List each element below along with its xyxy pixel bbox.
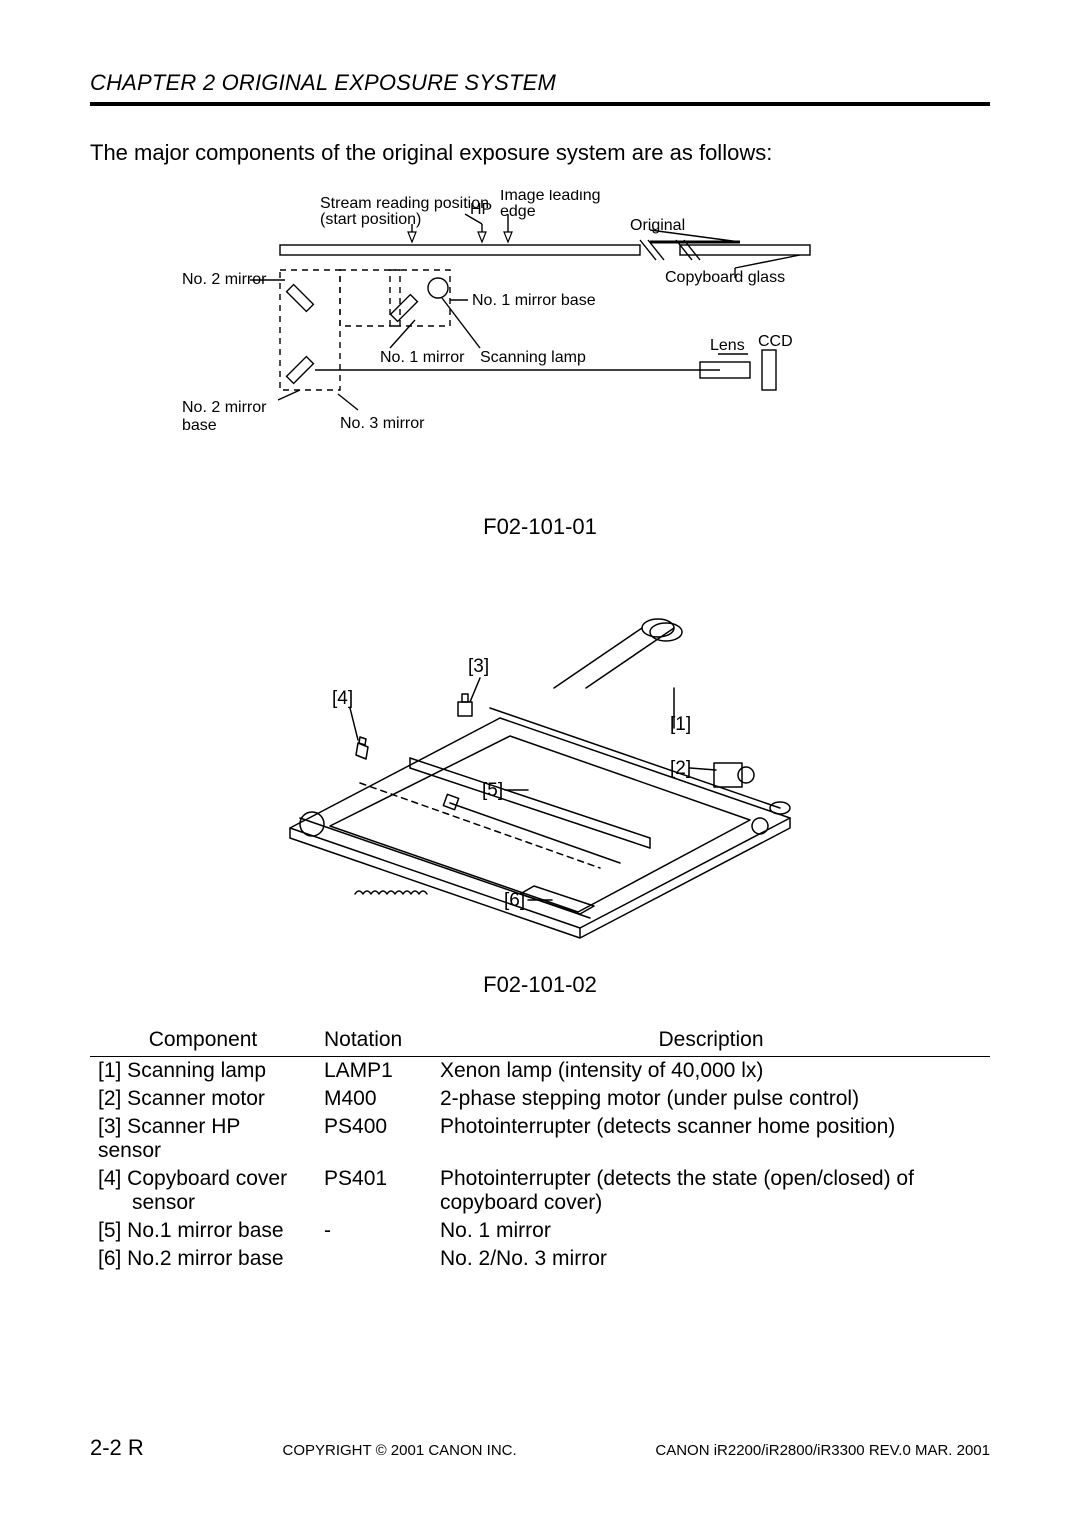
- label-no3-mirror: No. 3 mirror: [340, 415, 425, 432]
- page-number: 2-2 R: [90, 1435, 144, 1461]
- cell-notation: LAMP1: [316, 1057, 432, 1086]
- chapter-header: CHAPTER 2 ORIGINAL EXPOSURE SYSTEM: [90, 70, 990, 102]
- cell-notation: -: [316, 1217, 432, 1245]
- cell-description: No. 1 mirror: [432, 1217, 990, 1245]
- cell-notation: PS401: [316, 1165, 432, 1217]
- table-row: [6] No.2 mirror base No. 2/No. 3 mirror: [90, 1245, 990, 1273]
- figure-2-caption: F02-101-02: [90, 972, 990, 998]
- label-lens: Lens: [710, 337, 745, 354]
- intro-paragraph: The major components of the original exp…: [90, 140, 990, 166]
- marker-5: [5]: [482, 780, 503, 801]
- label-stream-reading-1: Stream reading position: [320, 195, 489, 212]
- cell-description: Xenon lamp (intensity of 40,000 lx): [432, 1057, 990, 1086]
- figure-1-caption: F02-101-01: [90, 514, 990, 540]
- doc-ref: CANON iR2200/iR2800/iR3300 REV.0 MAR. 20…: [655, 1442, 990, 1459]
- col-notation: Notation: [316, 1026, 432, 1057]
- component-table: Component Notation Description [1] Scann…: [90, 1026, 990, 1273]
- cell-notation: [316, 1245, 432, 1273]
- cell-component-main: [4] Copyboard cover: [98, 1167, 287, 1190]
- label-no2-mirror: No. 2 mirror: [182, 271, 267, 288]
- table-row: [2] Scanner motor M400 2-phase stepping …: [90, 1085, 990, 1113]
- cell-notation: M400: [316, 1085, 432, 1113]
- marker-6: [6]: [504, 890, 525, 911]
- header-rule: [90, 102, 990, 106]
- cell-component: [1] Scanning lamp: [90, 1057, 316, 1086]
- label-stream-reading-2: (start position): [320, 211, 421, 228]
- marker-4: [4]: [332, 688, 353, 709]
- cell-description: 2-phase stepping motor (under pulse cont…: [432, 1085, 990, 1113]
- table-row: [5] No.1 mirror base - No. 1 mirror: [90, 1217, 990, 1245]
- cell-notation: PS400: [316, 1113, 432, 1165]
- label-no1-mirror-base: No. 1 mirror base: [472, 292, 596, 309]
- copyright: COPYRIGHT © 2001 CANON INC.: [283, 1442, 517, 1459]
- cell-component: [6] No.2 mirror base: [90, 1245, 316, 1273]
- label-ccd: CCD: [758, 333, 793, 350]
- label-no2-mirror-base-2: base: [182, 417, 217, 434]
- cell-description: No. 2/No. 3 mirror: [432, 1245, 990, 1273]
- cell-description: Photointerrupter (detects scanner home p…: [432, 1113, 990, 1165]
- cell-description: Photointerrupter (detects the state (ope…: [432, 1165, 990, 1217]
- cell-component: [3] Scanner HP sensor: [90, 1113, 316, 1165]
- marker-3: [3]: [468, 656, 489, 677]
- label-copyboard-glass: Copyboard glass: [665, 269, 785, 286]
- figure-1: Stream reading position (start position)…: [90, 190, 990, 490]
- label-scanning-lamp: Scanning lamp: [480, 349, 586, 366]
- label-no1-mirror: No. 1 mirror: [380, 349, 465, 366]
- marker-1: [1]: [670, 714, 691, 735]
- label-image-leading-2: edge: [500, 203, 536, 220]
- table-row: [4] Copyboard cover sensor PS401 Photoin…: [90, 1165, 990, 1217]
- col-description: Description: [432, 1026, 990, 1057]
- table-row: [3] Scanner HP sensor PS400 Photointerru…: [90, 1113, 990, 1165]
- label-original: Original: [630, 217, 685, 234]
- label-hp: HP: [470, 201, 492, 218]
- cell-component-sub: sensor: [98, 1191, 195, 1214]
- label-no2-mirror-base-1: No. 2 mirror: [182, 399, 267, 416]
- cell-component: [5] No.1 mirror base: [90, 1217, 316, 1245]
- table-row: [1] Scanning lamp LAMP1 Xenon lamp (inte…: [90, 1057, 990, 1086]
- page-footer: 2-2 R COPYRIGHT © 2001 CANON INC. CANON …: [90, 1435, 990, 1461]
- cell-component: [2] Scanner motor: [90, 1085, 316, 1113]
- label-image-leading-1: Image leading: [500, 190, 601, 204]
- col-component: Component: [90, 1026, 316, 1057]
- page-root: CHAPTER 2 ORIGINAL EXPOSURE SYSTEM The m…: [0, 0, 1080, 1529]
- marker-2: [2]: [670, 758, 691, 779]
- figure-2: [1] [2] [3] [4] [5] [6]: [90, 568, 990, 948]
- cell-component: [4] Copyboard cover sensor: [90, 1165, 316, 1217]
